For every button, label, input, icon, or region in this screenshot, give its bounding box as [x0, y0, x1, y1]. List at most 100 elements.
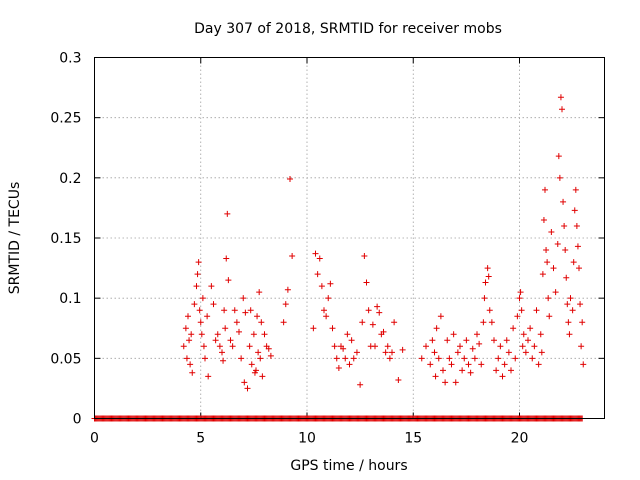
- data-points: [91, 94, 587, 422]
- data-point: [240, 295, 247, 302]
- data-point: [372, 343, 378, 350]
- data-point: [191, 301, 198, 308]
- data-point: [501, 361, 508, 368]
- data-point: [444, 337, 451, 344]
- data-point: [365, 307, 372, 314]
- data-point: [525, 337, 531, 344]
- data-point: [187, 361, 194, 368]
- ticks: 0 0.05 0.1 0.15 0.2 0.25 0.3 0 5 10 15 20: [50, 51, 605, 447]
- data-point: [238, 355, 245, 362]
- data-point: [544, 259, 551, 266]
- data-point: [540, 216, 547, 223]
- data-point: [497, 343, 504, 350]
- data-point: [208, 283, 215, 290]
- data-point: [199, 295, 206, 302]
- data-point: [219, 349, 225, 356]
- data-point: [554, 241, 561, 248]
- data-point: [350, 355, 357, 362]
- data-point: [491, 337, 497, 344]
- data-point: [577, 301, 584, 308]
- data-point: [224, 210, 231, 217]
- data-point: [431, 349, 438, 356]
- data-point: [376, 309, 383, 316]
- x-tick-label: 15: [404, 431, 422, 447]
- data-point: [522, 349, 529, 356]
- data-point: [531, 343, 538, 350]
- data-point: [539, 271, 546, 278]
- data-point: [256, 289, 263, 296]
- data-point: [418, 355, 425, 362]
- data-point: [555, 153, 562, 160]
- data-point: [580, 361, 587, 368]
- data-point: [499, 373, 506, 380]
- data-point: [346, 361, 353, 368]
- data-point: [348, 337, 355, 344]
- data-point: [446, 355, 453, 362]
- data-point: [427, 361, 434, 368]
- x-tick-label: 5: [196, 431, 205, 447]
- data-point: [233, 319, 240, 326]
- data-point: [562, 247, 569, 254]
- data-point: [363, 279, 370, 286]
- data-point: [182, 325, 189, 332]
- data-point: [289, 253, 296, 260]
- data-point: [247, 307, 254, 314]
- data-point: [183, 355, 190, 362]
- data-point: [325, 295, 332, 302]
- data-point: [488, 319, 495, 326]
- data-point: [520, 331, 527, 338]
- data-point: [510, 325, 517, 332]
- y-tick-label: 0.25: [50, 111, 81, 127]
- data-point: [564, 301, 571, 308]
- y-tick-label: 0: [73, 412, 82, 428]
- data-point: [559, 106, 565, 113]
- data-point: [480, 319, 487, 326]
- data-point: [433, 325, 440, 332]
- data-point: [198, 331, 205, 338]
- data-point: [323, 313, 330, 320]
- data-point: [550, 265, 557, 272]
- data-point: [482, 279, 489, 286]
- data-point: [227, 337, 234, 344]
- data-point: [280, 319, 287, 326]
- data-point: [399, 346, 406, 353]
- data-point: [253, 367, 259, 374]
- y-tick-label: 0.1: [59, 291, 81, 307]
- data-point: [212, 337, 219, 344]
- data-point: [382, 349, 389, 356]
- data-point: [357, 381, 364, 388]
- data-point: [573, 222, 580, 229]
- data-point: [261, 331, 268, 338]
- data-point: [193, 283, 200, 290]
- data-point: [471, 355, 478, 362]
- data-point: [353, 349, 360, 356]
- data-point: [254, 313, 261, 320]
- data-point: [244, 385, 251, 392]
- data-point: [459, 367, 466, 374]
- data-point: [576, 265, 582, 272]
- data-point: [361, 253, 368, 260]
- data-point: [519, 343, 526, 350]
- y-tick-label: 0.2: [59, 171, 81, 187]
- data-point: [518, 307, 525, 314]
- data-point: [465, 361, 472, 368]
- y-tick-label: 0.15: [50, 231, 81, 247]
- data-point: [223, 255, 230, 262]
- data-point: [516, 295, 523, 302]
- data-point: [557, 94, 564, 101]
- data-point: [188, 331, 195, 338]
- data-point: [429, 337, 436, 344]
- data-point: [533, 307, 540, 314]
- data-point: [432, 373, 439, 380]
- data-point: [225, 277, 232, 284]
- data-point: [194, 271, 201, 278]
- data-point: [485, 273, 492, 280]
- data-point: [423, 343, 429, 350]
- y-axis-title: SRMTID / TECUs: [7, 182, 23, 295]
- data-point: [267, 352, 274, 359]
- data-point: [527, 325, 534, 332]
- data-point: [467, 369, 474, 376]
- data-point: [535, 361, 542, 368]
- plot-frame: [94, 57, 605, 419]
- data-point: [508, 367, 514, 374]
